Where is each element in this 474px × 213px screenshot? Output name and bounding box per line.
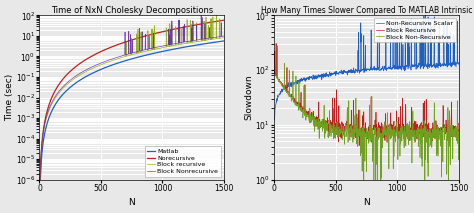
Non-Recursive Scalar bbox=[423, 14, 428, 17]
Block Non-Recursive bbox=[456, 130, 462, 132]
Y-axis label: Time (sec): Time (sec) bbox=[6, 74, 15, 121]
Block recursive bbox=[154, 47, 160, 50]
Norecursive bbox=[177, 27, 182, 29]
Block Non-Recursive bbox=[274, 45, 280, 47]
Block Recursive bbox=[384, 126, 390, 129]
Norecursive bbox=[37, 178, 43, 181]
Block Non-Recursive bbox=[272, 72, 277, 75]
Block Non-Recursive bbox=[431, 136, 437, 139]
Block recursive bbox=[37, 199, 43, 201]
Matlab bbox=[144, 54, 150, 56]
Block Recursive bbox=[456, 129, 462, 131]
Norecursive bbox=[144, 34, 150, 37]
Line: Non-Recursive Scalar: Non-Recursive Scalar bbox=[274, 15, 459, 120]
Block Non-Recursive bbox=[390, 133, 395, 136]
Norecursive bbox=[154, 32, 160, 34]
Block Non-Recursive bbox=[283, 90, 289, 93]
Non-Recursive Scalar bbox=[283, 86, 289, 88]
Non-Recursive Scalar bbox=[456, 63, 462, 66]
Matlab bbox=[149, 53, 155, 55]
Block Nonrecursive bbox=[144, 48, 150, 51]
Block Non-Recursive bbox=[384, 129, 390, 131]
Block Recursive bbox=[412, 131, 418, 134]
Block Non-Recursive bbox=[379, 133, 385, 136]
Block Nonrecursive bbox=[154, 46, 160, 48]
Legend: Matlab, Norecursive, Block recursive, Block Nonrecursive: Matlab, Norecursive, Block recursive, Bl… bbox=[145, 146, 221, 177]
Block Non-Recursive bbox=[375, 194, 381, 197]
Block Recursive bbox=[390, 126, 395, 129]
Norecursive bbox=[221, 19, 227, 22]
Matlab bbox=[196, 43, 201, 46]
Line: Norecursive: Norecursive bbox=[40, 20, 224, 180]
Block recursive bbox=[196, 40, 201, 43]
Title: Time of NxN Cholesky Decompositions: Time of NxN Cholesky Decompositions bbox=[51, 6, 213, 14]
Non-Recursive Scalar bbox=[411, 65, 417, 68]
Block Nonrecursive bbox=[221, 35, 227, 37]
Block Nonrecursive bbox=[196, 39, 201, 41]
Norecursive bbox=[48, 98, 54, 101]
Block Non-Recursive bbox=[412, 133, 418, 136]
Line: Matlab: Matlab bbox=[40, 41, 224, 180]
Block Recursive bbox=[273, 42, 279, 45]
Non-Recursive Scalar bbox=[430, 63, 436, 66]
Block recursive bbox=[144, 50, 150, 52]
Non-Recursive Scalar bbox=[272, 119, 277, 121]
Block Recursive bbox=[356, 144, 362, 147]
Matlab bbox=[177, 47, 182, 49]
Y-axis label: Slowdown: Slowdown bbox=[245, 75, 254, 120]
Block Recursive bbox=[272, 72, 277, 75]
Matlab bbox=[48, 111, 54, 114]
Block recursive bbox=[48, 104, 54, 107]
Line: Block Non-Recursive: Block Non-Recursive bbox=[274, 46, 459, 195]
Block Nonrecursive bbox=[37, 197, 43, 200]
Matlab bbox=[154, 51, 160, 54]
X-axis label: N: N bbox=[363, 199, 370, 207]
Norecursive bbox=[149, 33, 155, 36]
Block recursive bbox=[177, 43, 182, 46]
Block Recursive bbox=[379, 123, 385, 126]
Matlab bbox=[37, 178, 43, 181]
Block Nonrecursive bbox=[149, 47, 155, 50]
Block recursive bbox=[149, 49, 155, 51]
Block Recursive bbox=[283, 89, 289, 92]
Line: Block Recursive: Block Recursive bbox=[274, 43, 459, 145]
Block recursive bbox=[221, 36, 227, 39]
Line: Block Nonrecursive: Block Nonrecursive bbox=[40, 16, 224, 199]
Norecursive bbox=[196, 23, 201, 26]
Block recursive bbox=[214, 13, 219, 16]
Block Nonrecursive bbox=[48, 103, 54, 105]
Block Nonrecursive bbox=[177, 42, 182, 44]
Matlab bbox=[221, 40, 227, 42]
Non-Recursive Scalar bbox=[379, 67, 384, 69]
X-axis label: N: N bbox=[128, 199, 135, 207]
Legend: Non-Recursive Scalar, Block Recursive, Block Non-Recursive: Non-Recursive Scalar, Block Recursive, B… bbox=[374, 19, 456, 42]
Non-Recursive Scalar bbox=[389, 68, 395, 71]
Block Recursive bbox=[431, 132, 437, 135]
Block Nonrecursive bbox=[198, 14, 204, 17]
Non-Recursive Scalar bbox=[383, 69, 389, 72]
Title: How Many Times Slower Compared To MATLAB Intrinsic: How Many Times Slower Compared To MATLAB… bbox=[261, 6, 472, 14]
Line: Block recursive: Block recursive bbox=[40, 15, 224, 200]
